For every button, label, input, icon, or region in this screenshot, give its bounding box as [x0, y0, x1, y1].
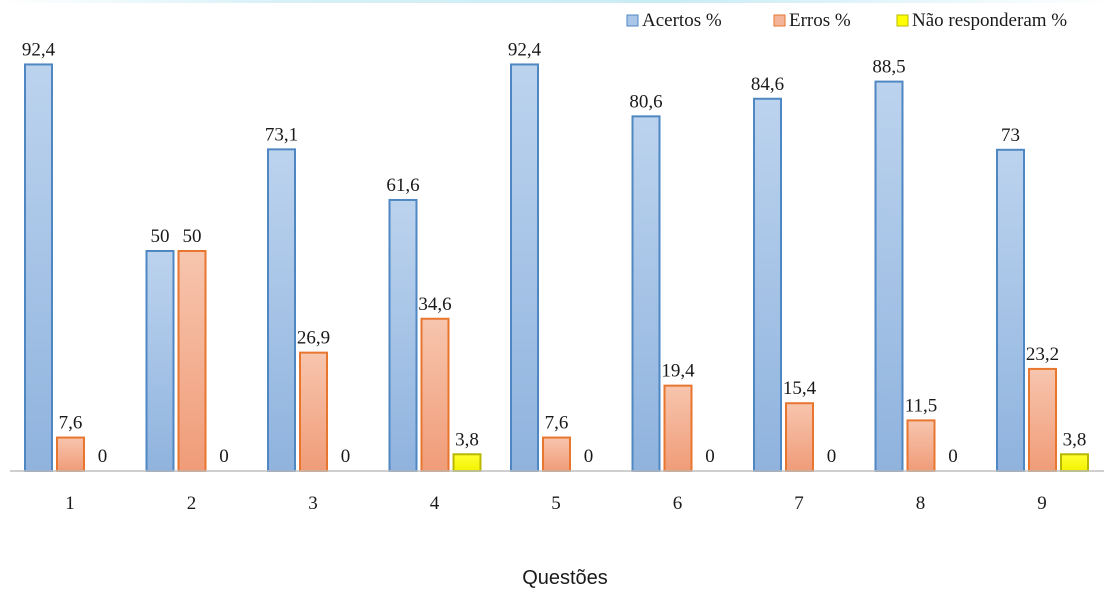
- data-label-q7-nao-responderam: 0: [827, 446, 837, 467]
- data-labels-layer: 92,4 7,6 0 50 50 0 73,1 26,9 0 61,6 34,6 3,8 92,4 7,6…: [22, 39, 1087, 467]
- x-tick-label-6: 6: [673, 493, 683, 514]
- bar-q8-acertos: [874, 80, 904, 472]
- data-label-q7-acertos: 84,6: [751, 74, 784, 95]
- data-label-q5-nao-responderam: 0: [584, 446, 594, 467]
- data-label-q1-acertos: 92,4: [22, 39, 56, 60]
- bar-q3-acertos: [267, 148, 296, 473]
- data-label-q2-nao-responderam: 0: [219, 446, 229, 467]
- x-tick-label-1: 1: [65, 493, 75, 514]
- bar-q6-acertos: [631, 115, 661, 473]
- bar-q7-acertos: [753, 97, 782, 472]
- data-label-q3-acertos: 73,1: [265, 124, 298, 145]
- data-label-q5-acertos: 92,4: [508, 39, 542, 60]
- data-label-q8-erros: 11,5: [905, 395, 938, 416]
- data-label-q6-acertos: 80,6: [629, 91, 662, 112]
- x-tick-label-3: 3: [308, 493, 318, 514]
- bar-q4-erros: [420, 317, 450, 473]
- bars-layer: [24, 63, 1089, 473]
- x-tick-label-4: 4: [430, 493, 440, 514]
- data-label-q7-erros: 15,4: [783, 378, 817, 399]
- bar-q3-erros: [299, 351, 328, 473]
- bar-q4-acertos: [388, 198, 418, 473]
- data-label-q4-erros: 34,6: [418, 294, 451, 315]
- x-tick-label-5: 5: [551, 493, 561, 514]
- legend-swatch-erros: [773, 14, 786, 27]
- legend-label-erros: Erros %: [789, 10, 851, 31]
- data-label-q9-acertos: 73: [1001, 125, 1020, 146]
- bar-q2-acertos: [145, 250, 175, 472]
- bar-q9-acertos: [996, 148, 1025, 473]
- x-tick-label-8: 8: [916, 493, 926, 514]
- bar-q9-erros: [1028, 367, 1057, 473]
- legend-swatch-acertos: [626, 14, 639, 27]
- data-label-q2-erros: 50: [183, 226, 202, 247]
- legend-label-nao-responderam: Não responderam %: [912, 10, 1067, 31]
- legend-label-acertos: Acertos %: [642, 10, 722, 31]
- data-label-q3-erros: 26,9: [297, 328, 330, 349]
- bar-q5-erros: [542, 436, 571, 472]
- x-tick-label-7: 7: [794, 493, 804, 514]
- x-axis-title: Questões: [522, 567, 608, 589]
- bar-q7-erros: [785, 402, 814, 472]
- data-label-q9-nao-responderam: 3,8: [1063, 429, 1087, 450]
- data-label-q5-erros: 7,6: [545, 413, 569, 434]
- x-tick-label-2: 2: [187, 493, 197, 514]
- data-label-q3-nao-responderam: 0: [341, 446, 351, 467]
- x-tick-labels: 1 2 3 4 5 6 7 8 9: [65, 493, 1047, 514]
- data-label-q1-erros: 7,6: [59, 413, 83, 434]
- data-label-q8-acertos: 88,5: [872, 57, 905, 78]
- legend: Acertos % Erros % Não responderam %: [626, 10, 1067, 31]
- legend-swatch-nao-responderam: [896, 14, 909, 27]
- x-tick-label-9: 9: [1037, 493, 1047, 514]
- bar-q4-nao-responderam: [452, 453, 482, 472]
- bar-q1-acertos: [24, 63, 53, 472]
- bar-q2-erros: [177, 250, 207, 472]
- bar-q6-erros: [663, 384, 693, 473]
- bar-q5-acertos: [510, 63, 539, 472]
- data-label-q4-acertos: 61,6: [386, 175, 419, 196]
- top-decorative-strip: [0, 0, 1114, 3]
- data-label-q6-nao-responderam: 0: [705, 446, 715, 467]
- bar-q9-nao-responderam: [1060, 453, 1089, 472]
- data-label-q6-erros: 19,4: [661, 361, 695, 382]
- data-label-q2-acertos: 50: [151, 226, 170, 247]
- data-label-q4-nao-responderam: 3,8: [455, 429, 479, 450]
- data-label-q1-nao-responderam: 0: [98, 446, 108, 467]
- bar-q1-erros: [56, 436, 85, 472]
- bar-q8-erros: [906, 419, 936, 472]
- data-label-q8-nao-responderam: 0: [948, 446, 958, 467]
- data-label-q9-erros: 23,2: [1026, 344, 1059, 365]
